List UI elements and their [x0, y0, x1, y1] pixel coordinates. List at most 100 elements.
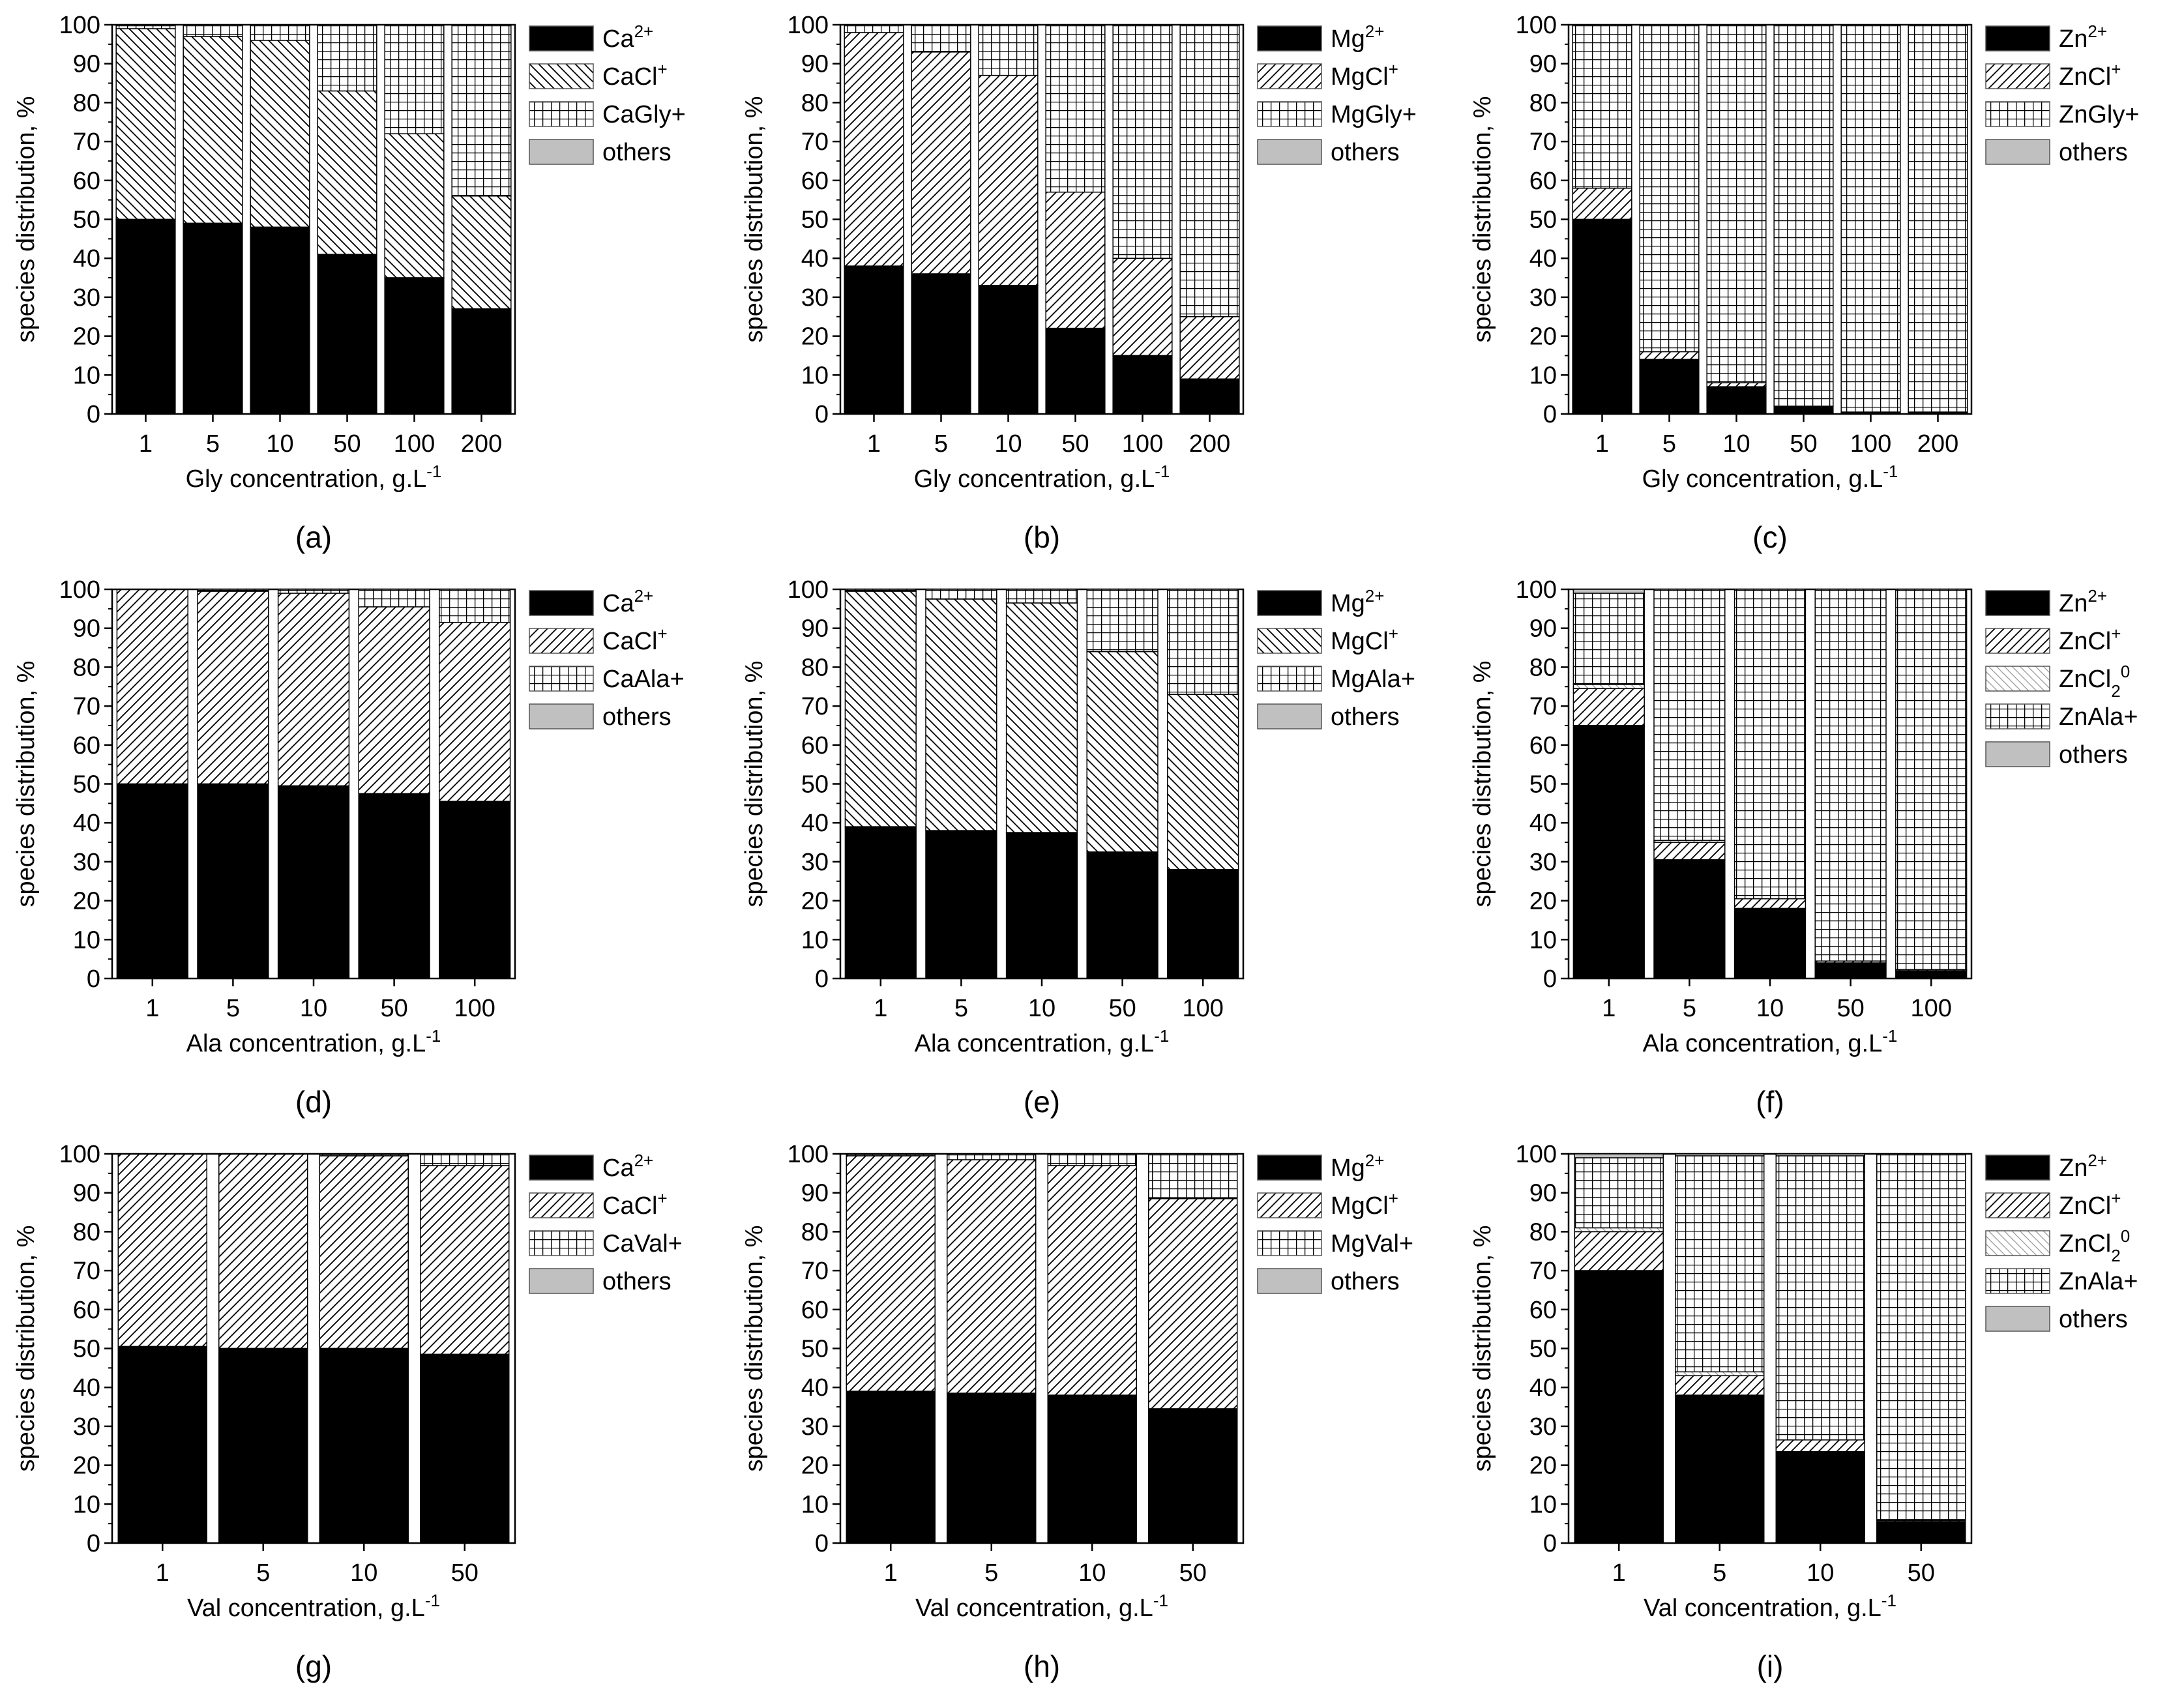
y-tick-label: 90: [73, 615, 100, 643]
legend-swatch-mgcl: [1257, 63, 1322, 89]
legend-label-zn2: Zn2+: [2059, 586, 2107, 617]
y-tick-label: 90: [801, 615, 829, 643]
legend-label-others: others: [1331, 703, 1400, 731]
bar-cacl-5: [183, 36, 243, 224]
bar-mgcl-10: [1005, 602, 1078, 833]
y-tick-label: 0: [87, 965, 100, 993]
y-tick-label: 50: [801, 771, 829, 799]
x-tick-label: 50: [1179, 1559, 1207, 1587]
bar-caala-10: [277, 589, 350, 594]
bar-mgcl-5: [911, 52, 971, 274]
bar-cagly-200: [451, 24, 512, 197]
y-tick-label: 50: [1529, 207, 1557, 234]
x-axis-title-superscript: -1: [1882, 1026, 1897, 1046]
bar-mg2-10: [978, 285, 1039, 415]
bar-zn2-1: [1572, 725, 1645, 979]
bar-mg2-50: [1086, 851, 1158, 979]
legend-label-mgcl: MgCl+: [1331, 624, 1398, 655]
y-tick-label: 20: [73, 888, 100, 915]
bar-znala-10: [1734, 589, 1807, 900]
y-tick-label: 40: [1529, 1374, 1557, 1402]
x-axis-title: Val concentration, g.L-1: [187, 1591, 440, 1622]
bar-ca2-200: [451, 308, 512, 415]
legend-swatch-others: [1985, 139, 2050, 165]
x-axis-title-superscript: -1: [426, 1026, 441, 1046]
x-tick-label: 5: [206, 430, 220, 458]
y-tick-label: 80: [1529, 1218, 1557, 1246]
bar-mgcl-1: [846, 1155, 936, 1392]
bar-znala-5: [1675, 1155, 1765, 1373]
y-axis-title: species distribution, %: [1469, 660, 1496, 907]
legend-swatch-znala: [1985, 1268, 2050, 1294]
bar-znala-50: [1814, 589, 1887, 962]
x-axis-title-superscript: -1: [1883, 462, 1898, 481]
y-tick-label: 10: [801, 362, 829, 389]
x-tick-label: 10: [1028, 995, 1055, 1022]
x-tick-label: 200: [1917, 430, 1958, 458]
bar-zn2-5: [1639, 359, 1700, 415]
x-tick-label: 100: [1182, 995, 1223, 1022]
chart-panel-e: 0 10 20 30 40 50 60 70 80 90 100 species distributi…: [728, 565, 1456, 1128]
bar-cacl-10: [250, 40, 310, 228]
chart-svg-d: 0 10 20 30 40 50 60 70 80 90 100 species distributi…: [12, 576, 685, 1119]
bar-caval-50: [420, 1153, 510, 1166]
x-tick-label: 10: [1078, 1559, 1106, 1587]
y-axis-title: species distribution, %: [741, 96, 768, 342]
bar-mggly-5: [911, 24, 971, 53]
y-tick-label: 90: [1529, 1180, 1557, 1207]
legend-label-mg2: Mg2+: [1331, 586, 1384, 617]
y-tick-label: 60: [801, 168, 829, 195]
legend-swatch-others: [529, 139, 594, 165]
x-tick-label: 1: [1595, 430, 1609, 458]
x-tick-label: 1: [1612, 1559, 1626, 1587]
chart-svg-b: 0 10 20 30 40 50 60 70 80 90 100 species distributi…: [741, 12, 1417, 554]
legend-label-caala: CaAla+: [602, 666, 685, 693]
y-tick-label: 40: [801, 245, 829, 272]
legend-label-others: others: [602, 139, 671, 166]
bar-ca2-10: [250, 226, 310, 415]
y-tick-label: 0: [815, 1530, 829, 1557]
y-tick-label: 70: [73, 1258, 100, 1285]
y-tick-label: 20: [73, 323, 100, 351]
bar-ca2-10: [319, 1347, 409, 1544]
y-tick-label: 30: [801, 284, 829, 312]
chart-svg-f: 0 10 20 30 40 50 60 70 80 90 100 species distributi…: [1469, 576, 2138, 1119]
bar-zncl20-1: [1574, 1227, 1664, 1233]
legend-swatch-others: [1985, 741, 2050, 767]
legend-swatch-caval: [529, 1230, 594, 1256]
y-tick-label: 70: [801, 128, 829, 156]
y-axis-title: species distribution, %: [12, 1225, 40, 1471]
y-tick-label: 20: [801, 888, 829, 915]
bar-zn2-5: [1675, 1394, 1765, 1544]
x-tick-label: 10: [994, 430, 1022, 458]
bar-mg2-100: [1167, 869, 1239, 979]
y-tick-label: 100: [788, 12, 829, 39]
bar-mgcl-50: [1086, 651, 1158, 853]
x-tick-label: 5: [984, 1559, 998, 1587]
y-tick-label: 40: [73, 245, 100, 272]
bar-cacl-10: [277, 593, 350, 787]
legend-swatch-cacl: [529, 628, 594, 654]
y-tick-label: 60: [1529, 168, 1557, 195]
y-tick-label: 0: [87, 401, 100, 428]
legend-swatch-cacl: [529, 1192, 594, 1218]
x-tick-label: 1: [156, 1559, 170, 1587]
legend-swatch-zngly: [1985, 101, 2050, 127]
bar-others-1: [1572, 589, 1645, 594]
legend-label-caval: CaVal+: [602, 1230, 683, 1258]
y-tick-label: 0: [815, 401, 829, 428]
y-tick-label: 40: [1529, 245, 1557, 272]
x-tick-label: 200: [461, 430, 502, 458]
y-tick-label: 10: [1529, 926, 1557, 954]
x-tick-label: 100: [1850, 430, 1891, 458]
chart-panel-g: 0 10 20 30 40 50 60 70 80 90 100 species distributi…: [0, 1129, 728, 1693]
bar-others-10: [1775, 1153, 1865, 1156]
y-tick-label: 30: [73, 1413, 100, 1441]
y-tick-label: 50: [73, 1336, 100, 1363]
y-tick-label: 70: [1529, 128, 1557, 156]
y-tick-label: 60: [801, 1297, 829, 1324]
bar-others-1: [1574, 1153, 1664, 1158]
legend-swatch-zn2: [1985, 25, 2050, 52]
bar-znala-10: [1775, 1155, 1865, 1441]
legend-swatch-zn2: [1985, 590, 2050, 616]
